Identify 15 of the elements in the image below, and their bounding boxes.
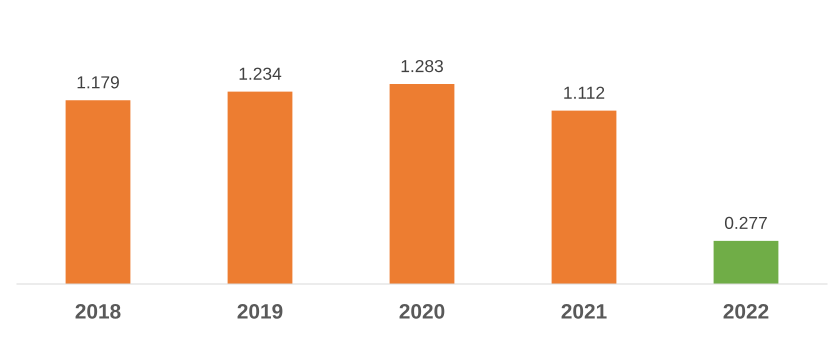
data-label: 1.234 <box>240 68 282 80</box>
bar <box>714 240 778 284</box>
bar <box>390 84 454 284</box>
x-tick-label: 2020 <box>400 304 444 319</box>
data-label: 1.179 <box>78 76 119 88</box>
x-tick-label: 2021 <box>562 304 607 319</box>
bar <box>66 100 130 284</box>
data-label: 1.283 <box>402 60 443 72</box>
x-tick-label: 2022 <box>724 304 768 319</box>
data-label: 1.112 <box>564 86 604 99</box>
bar <box>552 110 616 284</box>
bar <box>228 92 292 284</box>
data-label: 0.277 <box>724 216 767 230</box>
x-tick-label: 2018 <box>76 304 121 319</box>
x-tick-label: 2019 <box>238 304 282 319</box>
